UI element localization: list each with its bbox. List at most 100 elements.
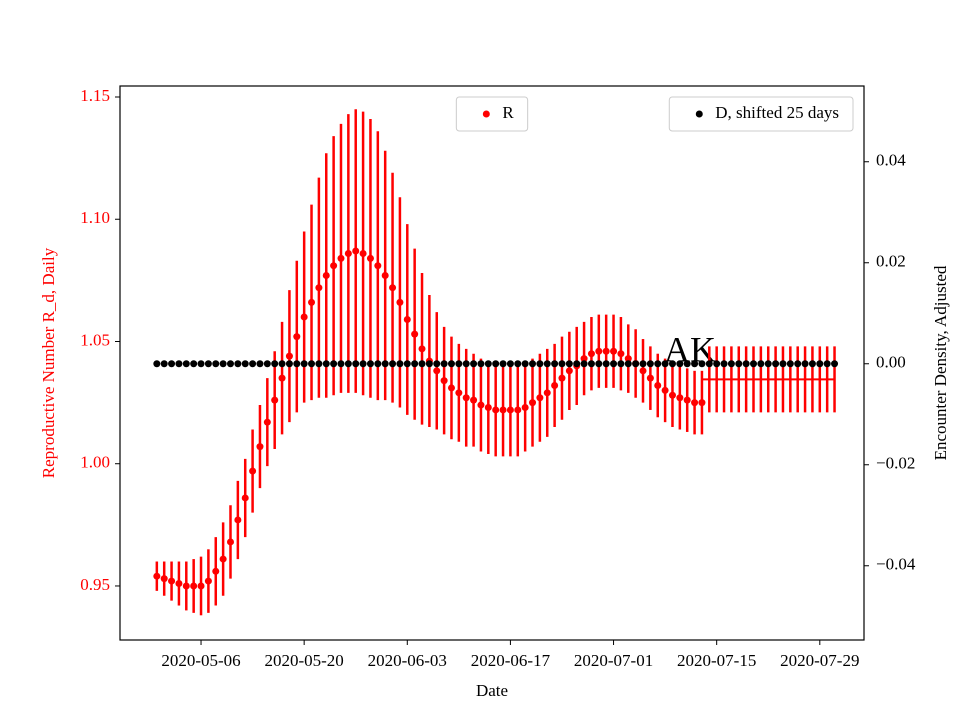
point <box>249 360 257 368</box>
point <box>271 360 279 368</box>
point <box>654 381 662 389</box>
point <box>691 399 699 407</box>
point <box>308 360 316 368</box>
y2-tick-label: 0.04 <box>876 151 906 170</box>
point <box>315 284 323 292</box>
point <box>632 360 640 368</box>
point <box>315 360 323 368</box>
point <box>212 567 220 575</box>
point <box>153 572 161 580</box>
point <box>293 333 301 341</box>
point <box>241 494 249 502</box>
point <box>175 360 183 368</box>
point <box>256 443 264 451</box>
point <box>278 360 286 368</box>
point <box>668 391 676 399</box>
point <box>226 538 234 546</box>
point <box>668 360 676 368</box>
point <box>411 360 419 368</box>
point <box>190 360 198 368</box>
point <box>285 360 293 368</box>
legend-marker <box>482 110 490 118</box>
point <box>352 247 360 255</box>
point <box>330 360 338 368</box>
y2-axis-label: Encounter Density, Adjusted <box>931 265 950 460</box>
point <box>322 271 330 279</box>
y2-tick-label: −0.04 <box>876 555 916 574</box>
point <box>617 360 625 368</box>
point <box>411 330 419 338</box>
point <box>212 360 220 368</box>
point <box>676 394 684 402</box>
point <box>595 360 603 368</box>
point <box>477 360 485 368</box>
x-tick-label: 2020-07-01 <box>574 651 653 670</box>
point <box>337 254 345 262</box>
legend-box <box>455 96 529 132</box>
point <box>676 360 684 368</box>
point <box>308 298 316 306</box>
point <box>565 360 573 368</box>
point <box>624 360 632 368</box>
point <box>374 360 382 368</box>
point <box>705 360 713 368</box>
point <box>352 360 360 368</box>
point <box>278 374 286 382</box>
point <box>506 360 514 368</box>
point <box>182 360 190 368</box>
point <box>646 360 654 368</box>
point <box>433 360 441 368</box>
y2-tick-label: 0.00 <box>876 353 906 372</box>
point <box>565 367 573 375</box>
point <box>403 315 411 323</box>
point <box>786 360 794 368</box>
point <box>263 418 271 426</box>
point <box>521 403 529 411</box>
point <box>484 403 492 411</box>
point <box>595 347 603 355</box>
point <box>359 360 367 368</box>
point <box>757 360 765 368</box>
point <box>514 360 522 368</box>
point <box>484 360 492 368</box>
point <box>389 360 397 368</box>
point <box>344 360 352 368</box>
point <box>396 298 404 306</box>
point <box>418 345 426 353</box>
point <box>241 360 249 368</box>
point <box>639 360 647 368</box>
point <box>492 406 500 414</box>
point <box>536 394 544 402</box>
point <box>462 394 470 402</box>
point <box>256 360 264 368</box>
point <box>204 577 212 585</box>
point <box>558 374 566 382</box>
point <box>587 360 595 368</box>
point <box>226 360 234 368</box>
point <box>831 360 839 368</box>
y-axis-label: Reproductive Number R_d, Daily <box>39 247 58 478</box>
point <box>160 575 168 583</box>
point <box>801 360 809 368</box>
point <box>580 360 588 368</box>
y-tick-label: 1.10 <box>80 208 110 227</box>
y-tick-label: 1.05 <box>80 330 110 349</box>
legend-label: D, shifted 25 days <box>715 103 839 122</box>
y2-tick-label: 0.02 <box>876 252 906 271</box>
point <box>610 360 618 368</box>
point <box>470 396 478 404</box>
point <box>602 347 610 355</box>
point <box>168 360 176 368</box>
point <box>617 350 625 358</box>
point <box>772 360 780 368</box>
y-tick-label: 1.15 <box>80 86 110 105</box>
point <box>764 360 772 368</box>
point <box>499 406 507 414</box>
x-tick-label: 2020-07-15 <box>677 651 756 670</box>
point <box>639 367 647 375</box>
point <box>499 360 507 368</box>
point <box>816 360 824 368</box>
point <box>661 386 669 394</box>
point <box>168 577 176 585</box>
point <box>713 360 721 368</box>
